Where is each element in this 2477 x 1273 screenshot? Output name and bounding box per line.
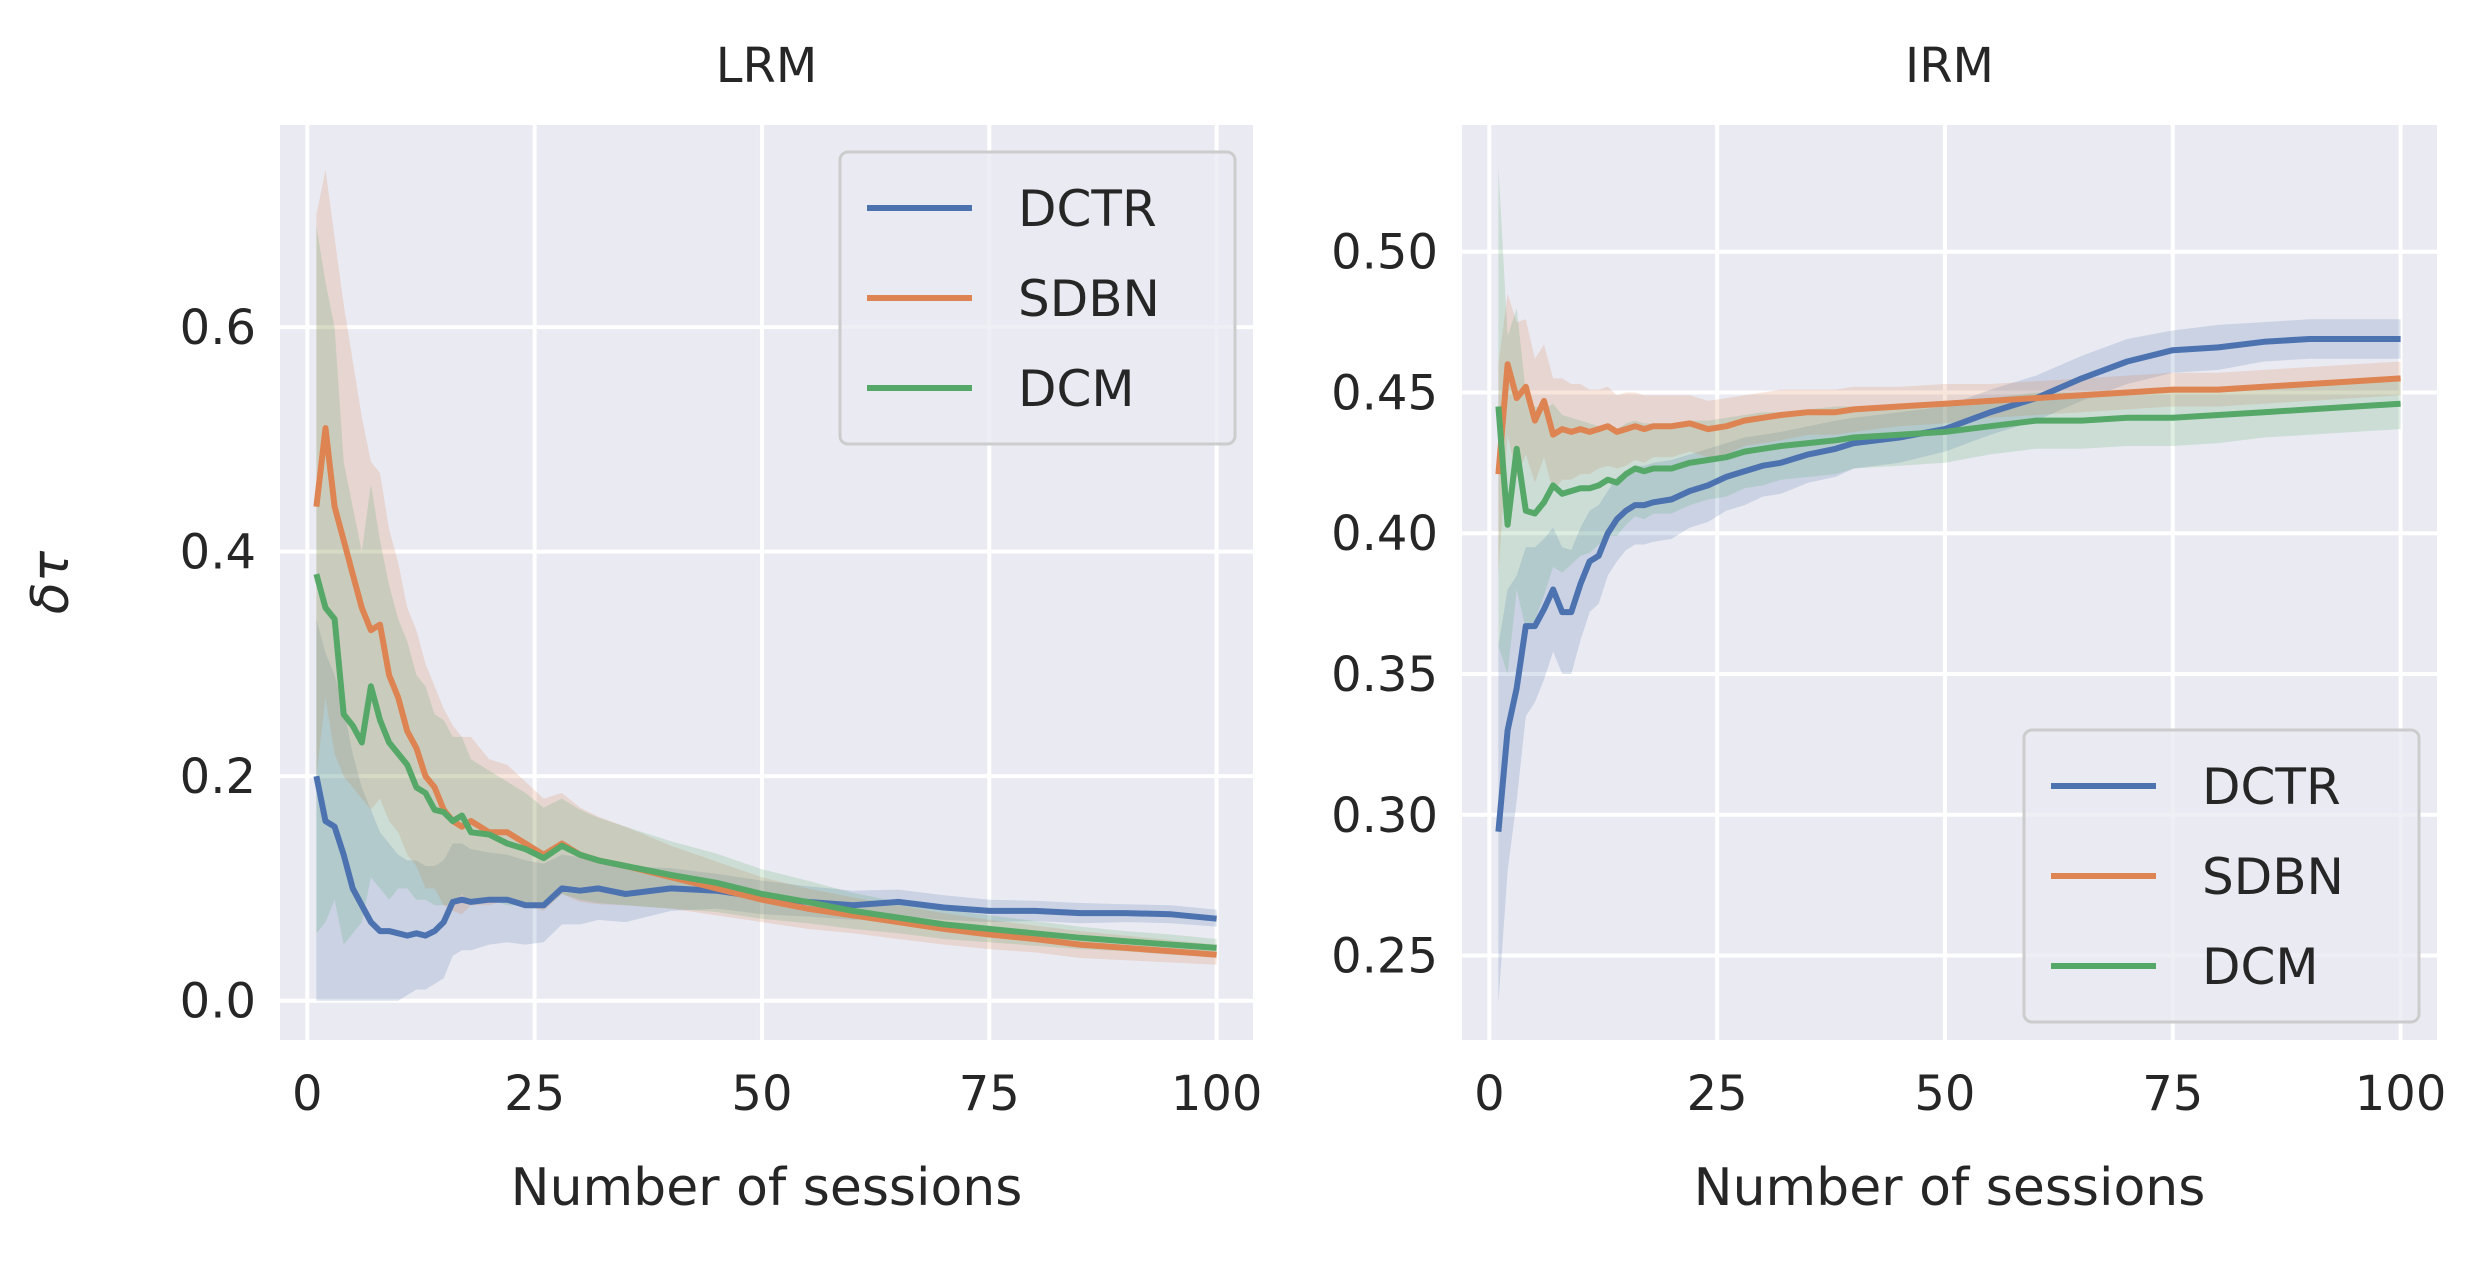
legend-label-sdbn: SDBN [2202,848,2344,906]
y-tick-label: 0.4 [180,525,256,581]
x-tick-label: 0 [292,1066,323,1122]
y-tick-label: 0.40 [1331,506,1438,562]
x-tick-label: 25 [1687,1066,1748,1122]
y-tick-label: 0.2 [180,749,256,805]
legend-label-dctr: DCTR [2202,758,2341,816]
confidence-band-dctr [1498,319,2401,1004]
legend-frame [838,150,1237,446]
series-line-dcm [1495,400,2401,528]
irm-subplot: 0 25 50 75 100 0.25 0.30 0.35 0.40 0.45 0.50 IRM Num… [1331,38,2446,1218]
x-tick-label: 75 [959,1066,1020,1122]
x-tick-label: 25 [504,1066,565,1122]
x-tick-label: 0 [1474,1066,1505,1122]
series-line-dctr [1495,336,2401,832]
x-tick-label: 50 [1914,1066,1975,1122]
plot-area [313,169,1217,1001]
confidence-band-dcm [1498,167,2401,674]
x-tick-label: 100 [1171,1066,1263,1122]
x-tick-label: 100 [2355,1066,2447,1122]
subplot-title: IRM [1905,38,1994,94]
legend-frame [2022,728,2421,1024]
legend-label-sdbn: SDBN [1018,270,1160,328]
y-axis-label: δτ [21,550,81,614]
y-tick-label: 0.50 [1331,225,1438,281]
y-tick-label: 0.6 [180,300,256,356]
y-tick-label: 0.45 [1331,365,1438,421]
y-tick-label: 0.30 [1331,788,1438,844]
legend-label-dcm: DCM [1018,360,1135,418]
legend-label-dcm: DCM [2202,938,2319,996]
x-axis-label: Number of sessions [1694,1158,2206,1218]
legend-label-dctr: DCTR [1018,180,1157,238]
subplot-title: LRM [716,38,818,94]
y-tick-label: 0.25 [1331,929,1438,985]
y-tick-label: 0.0 [180,974,256,1030]
confidence-band-sdbn [1498,293,2401,576]
lrm-subplot: 0 25 50 75 100 0.0 0.2 0.4 0.6 LRM Number of sessi… [21,38,1262,1218]
legend: DCTR SDBN DCM [838,150,1237,446]
x-tick-label: 50 [731,1066,792,1122]
y-tick-label: 0.35 [1331,647,1438,703]
x-axis-label: Number of sessions [511,1158,1023,1218]
series-line-dcm [313,573,1217,951]
series-line-sdbn [1495,361,2401,475]
series-line-sdbn [313,425,1217,958]
confidence-band-dcm [316,226,1217,957]
legend: DCTR SDBN DCM [2022,728,2421,1024]
x-tick-label: 75 [2142,1066,2203,1122]
plot-area [1495,167,2401,1004]
series-line-dctr [313,775,1217,939]
